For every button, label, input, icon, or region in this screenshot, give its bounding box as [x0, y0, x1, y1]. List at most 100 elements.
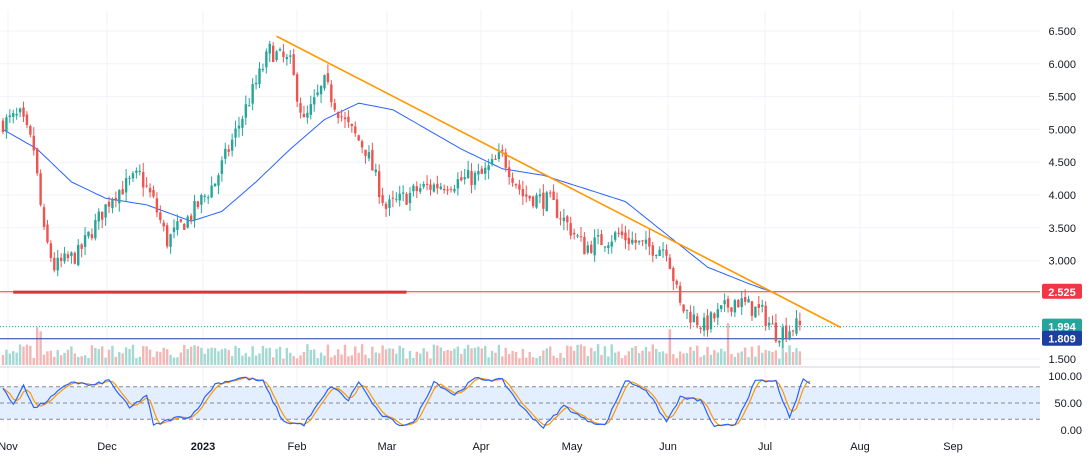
- volume-bar-3: [12, 351, 15, 365]
- candle-body-161: [552, 191, 555, 200]
- candle-body-192: [658, 249, 661, 257]
- candle-202: [692, 305, 696, 323]
- volume-bar-122: [419, 353, 422, 365]
- candle-45: [155, 192, 159, 218]
- volume-bar-113: [388, 348, 391, 365]
- volume-bar-130: [446, 350, 449, 365]
- candle-163: [559, 211, 562, 226]
- candle-body-24: [83, 235, 87, 247]
- candle-body-8: [29, 125, 32, 135]
- candle-150: [514, 183, 518, 189]
- candle-body-204: [699, 327, 702, 329]
- candle-144: [494, 154, 497, 161]
- candle-206: [706, 309, 709, 337]
- candle-body-166: [569, 223, 572, 236]
- volume-bar-44: [152, 357, 155, 365]
- volume-bar-78: [268, 347, 271, 365]
- candle-79: [271, 42, 275, 63]
- volume-bar-145: [497, 344, 501, 365]
- volume-bar-179: [613, 352, 617, 365]
- candle-115: [395, 192, 398, 203]
- volume-bar-137: [470, 348, 473, 365]
- price-badge-label: 1.809: [1048, 334, 1076, 346]
- volume-bar-119: [408, 351, 412, 365]
- volume-bar-31: [107, 349, 111, 365]
- candle-body-144: [494, 158, 497, 160]
- candle-187: [641, 240, 644, 247]
- candle-body-37: [128, 177, 131, 179]
- candle-body-216: [740, 298, 743, 308]
- candle-1: [5, 114, 8, 139]
- volume-bar-63: [217, 351, 220, 365]
- volume-bar-94: [323, 355, 326, 365]
- moving-average-line: [2, 102, 777, 294]
- candle-69: [237, 116, 241, 138]
- volume-bar-103: [354, 346, 357, 365]
- candle-80: [275, 49, 278, 62]
- volume-bar-56: [193, 345, 196, 365]
- price-axis[interactable]: 6.500 6.000 5.500 5.000 4.500 4.000 3.500 3.000…: [1048, 26, 1076, 366]
- candle-81: [278, 47, 282, 52]
- candle-body-185: [634, 239, 637, 243]
- candle-body-6: [22, 107, 25, 117]
- price-tick-label: 1.500: [1048, 354, 1076, 366]
- volume-bar-18: [63, 352, 66, 365]
- candle-body-128: [439, 186, 442, 190]
- candle-195: [668, 254, 672, 270]
- candle-164: [562, 208, 566, 231]
- time-tick-label: Sep: [943, 441, 963, 453]
- candle-body-110: [378, 171, 381, 198]
- candle-128: [439, 182, 442, 191]
- candle-58: [200, 193, 203, 214]
- candle-12: [42, 203, 46, 231]
- volume-bar-28: [97, 349, 100, 365]
- candle-41: [142, 162, 145, 197]
- candle-6: [22, 101, 25, 123]
- candle-body-222: [761, 304, 764, 307]
- candle-body-11: [39, 173, 42, 205]
- candle-220: [754, 306, 757, 318]
- candle-body-7: [25, 114, 29, 126]
- time-axis[interactable]: Nov Dec 2023 Feb Mar Apr May Jun Jul Aug Sep: [0, 441, 963, 453]
- candle-body-0: [1, 120, 5, 133]
- time-tick-label: 2023: [191, 441, 215, 453]
- volume-bar-65: [224, 348, 227, 365]
- candle-body-49: [169, 234, 172, 247]
- candle-68: [234, 120, 237, 147]
- volume-bar-203: [696, 345, 699, 365]
- candle-body-54: [186, 216, 189, 228]
- candle-198: [678, 281, 682, 306]
- candle-body-9: [32, 135, 35, 151]
- volume-bar-101: [347, 356, 350, 365]
- candle-95: [326, 64, 330, 85]
- candle-37: [128, 175, 131, 186]
- volume-bar-187: [641, 350, 644, 365]
- candle-body-99: [340, 116, 343, 118]
- volume-bar-166: [569, 346, 572, 365]
- candle-126: [432, 182, 436, 193]
- candle-40: [138, 164, 141, 176]
- volume-bar-216: [740, 351, 743, 365]
- volume-bar-82: [282, 358, 285, 365]
- candle-204: [699, 326, 702, 334]
- volume-bar-218: [747, 357, 750, 365]
- volume-bar-79: [271, 357, 275, 365]
- candle-179: [613, 230, 617, 243]
- candle-body-187: [641, 240, 644, 242]
- volume-bar-214: [733, 356, 737, 365]
- candle-154: [528, 195, 531, 202]
- time-tick-label: Nov: [0, 441, 18, 453]
- candle-110: [378, 164, 381, 204]
- price-tick-label: 4.500: [1048, 157, 1076, 169]
- candle-body-89: [306, 112, 309, 118]
- oscillator-axis[interactable]: 100.00 50.00 0.00: [1048, 371, 1082, 437]
- candle-224: [767, 316, 771, 331]
- volume-bar-71: [244, 353, 248, 365]
- candle-body-85: [292, 54, 295, 75]
- candle-body-94: [323, 75, 326, 89]
- candle-body-213: [730, 307, 733, 312]
- candle-body-68: [234, 128, 237, 138]
- candle-168: [576, 233, 579, 239]
